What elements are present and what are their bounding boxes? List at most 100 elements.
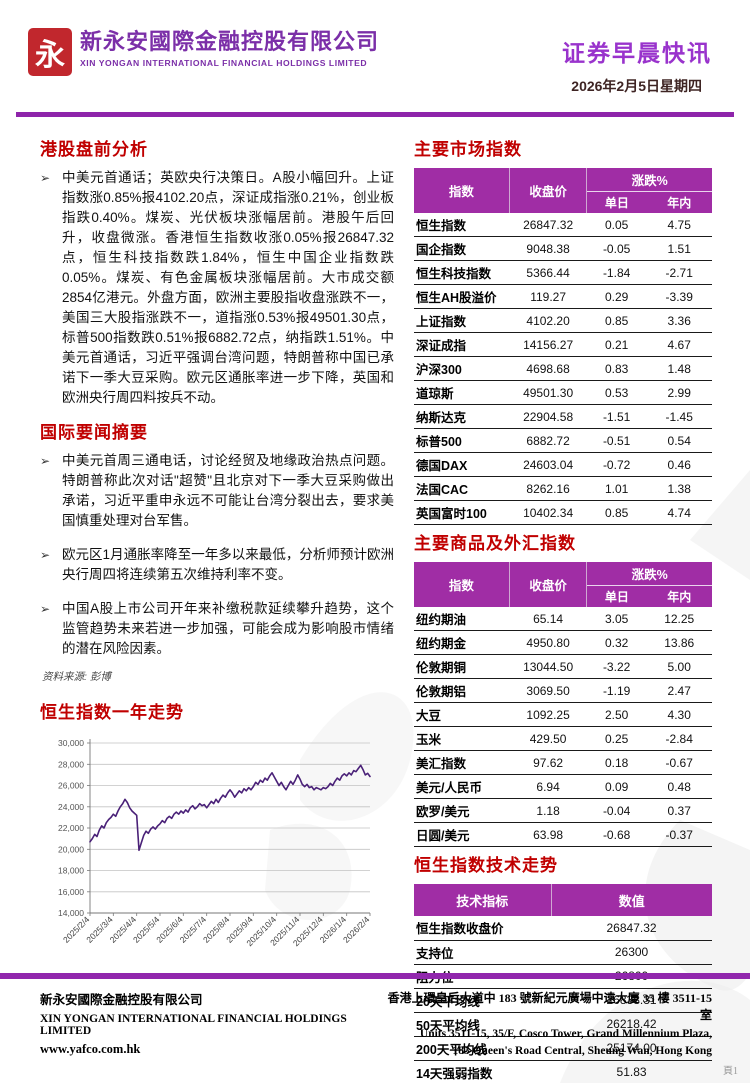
table-row: 美元/人民币 6.94 0.09 0.48 (414, 774, 712, 799)
row-value: -0.51 (586, 428, 647, 453)
table-body: 纽约期油 65.14 3.05 12.25 纽约期金 4950.80 0.32 13.86 伦敦… (414, 607, 712, 847)
row-label: 纳斯达克 (414, 404, 510, 429)
row-value: 22904.58 (509, 404, 587, 429)
col-header-day: 单日 (586, 585, 647, 607)
bullet-text: 欧元区1月通胀率降至一年多以来最低，分析师预计欧洲央行周四将连续第五次维持利率不… (62, 547, 394, 582)
row-value: 8262.16 (509, 476, 587, 501)
row-label: 美汇指数 (414, 750, 510, 775)
row-value: 5366.44 (509, 260, 587, 285)
row-value: 6882.72 (509, 428, 587, 453)
hsi-one-year-chart: 14,000 16,000 18,000 20,000 22,000 24,000 26,0… (40, 731, 394, 974)
row-label: 恒生科技指数 (414, 260, 510, 285)
row-label: 玉米 (414, 726, 510, 751)
row-value: -0.04 (586, 798, 647, 823)
section-heading-premarket: 港股盘前分析 (40, 140, 148, 159)
table-row: 支持位 26300 (414, 940, 712, 965)
row-value: 2.47 (646, 678, 712, 703)
newsletter-date: 2026年2月5日星期四 (571, 78, 702, 94)
row-label: 伦敦期铝 (414, 678, 510, 703)
row-value: 0.29 (586, 284, 647, 309)
row-value: -2.84 (646, 726, 712, 751)
right-column: 主要市场指数 指数 收盘价 涨跌% 单日 年内 恒生指数 26847.32 0.05… (414, 135, 712, 1083)
table-row: 恒生科技指数 5366.44 -1.84 -2.71 (414, 260, 712, 285)
row-value: 1092.25 (509, 702, 587, 727)
row-value: 26847.32 (551, 916, 712, 941)
table-row: 纳斯达克 22904.58 -1.51 -1.45 (414, 404, 712, 429)
row-label: 200天平均线 (414, 1036, 552, 1061)
row-value: 0.37 (646, 798, 712, 823)
bullet-text: 中美元首周三通电话，讨论经贸及地缘政治热点问题。特朗普称此次对话"超赞"且北京对… (62, 453, 394, 528)
row-label: 恒生AH股溢价 (414, 284, 510, 309)
row-value: 1.18 (509, 798, 587, 823)
table-row: 英国富时100 10402.34 0.85 4.74 (414, 500, 712, 525)
row-value: -0.67 (646, 750, 712, 775)
table-row: 深证成指 14156.27 0.21 4.67 (414, 332, 712, 357)
row-value: 14156.27 (509, 332, 587, 357)
section-heading-commodity-fx: 主要商品及外汇指数 (414, 534, 576, 553)
bullet-arrow-icon: ➢ (40, 548, 51, 562)
newsletter-title: 证券早晨快讯 (562, 40, 712, 66)
website-link[interactable]: www.yafco.com.hk (40, 1042, 141, 1056)
row-value: 6.94 (509, 774, 587, 799)
list-item: ➢ 中国A股上市公司开年来补缴税款延续攀升趋势，这个监管趋势未来若进一步加强，可… (40, 599, 394, 659)
row-label: 恒生指数 (414, 213, 510, 237)
row-value: 97.62 (509, 750, 587, 775)
row-value: 63.98 (509, 822, 587, 847)
row-value: -0.37 (646, 822, 712, 847)
bullet-arrow-icon: ➢ (40, 454, 51, 468)
col-header-indicator: 技术指标 (414, 884, 552, 916)
row-label: 美元/人民币 (414, 774, 510, 799)
table-row: 法国CAC 8262.16 1.01 1.38 (414, 476, 712, 501)
footer-divider (0, 973, 750, 979)
premarket-bullet-list: ➢ 中美元首通话；英欧央行决策日。A股小幅回升。上证指数涨0.85%报4102.… (40, 168, 394, 408)
brand-block: 永 新永安國際金融控股有限公司 XIN YONGAN INTERNATIONAL… (28, 28, 379, 76)
row-value: -1.51 (586, 404, 647, 429)
row-label: 欧罗/美元 (414, 798, 510, 823)
row-label: 标普500 (414, 428, 510, 453)
svg-text:28,000: 28,000 (58, 759, 84, 769)
table-row: 纽约期金 4950.80 0.32 13.86 (414, 630, 712, 655)
header-divider (16, 112, 734, 117)
row-value: -0.68 (586, 822, 647, 847)
bullet-arrow-icon: ➢ (40, 602, 51, 616)
col-header-day: 单日 (586, 191, 647, 213)
row-label: 14天强弱指数 (414, 1060, 552, 1083)
header: 永 新永安國際金融控股有限公司 XIN YONGAN INTERNATIONAL… (0, 0, 750, 96)
row-value: 4.75 (646, 213, 712, 237)
row-value: 10402.34 (509, 500, 587, 525)
row-value: -2.71 (646, 260, 712, 285)
row-value: 3069.50 (509, 678, 587, 703)
footer-company-block: 新永安國際金融控股有限公司 XIN YONGAN INTERNATIONAL F… (40, 989, 386, 1058)
table-row: 国企指数 9048.38 -0.05 1.51 (414, 236, 712, 261)
svg-text:30,000: 30,000 (58, 738, 84, 748)
row-label: 上证指数 (414, 308, 510, 333)
market-indices-table: 指数 收盘价 涨跌% 单日 年内 恒生指数 26847.32 0.05 4.75 国企指… (414, 168, 712, 525)
row-value: 26847.32 (509, 213, 587, 237)
row-value: 24603.04 (509, 452, 587, 477)
col-header-change: 涨跌% (586, 562, 712, 586)
col-header-close: 收盘价 (509, 562, 588, 607)
row-value: -3.39 (646, 284, 712, 309)
row-value: 13.86 (646, 630, 712, 655)
row-value: -1.84 (586, 260, 647, 285)
row-value: 13044.50 (509, 654, 587, 679)
row-value: 119.27 (509, 284, 587, 309)
row-value: 0.85 (586, 500, 647, 525)
row-label: 大豆 (414, 702, 510, 727)
row-value: 9048.38 (509, 236, 587, 261)
row-value: 1.48 (646, 356, 712, 381)
row-value: -3.22 (586, 654, 647, 679)
table-row: 伦敦期铜 13044.50 -3.22 5.00 (414, 654, 712, 679)
left-column: 港股盘前分析 ➢ 中美元首通话；英欧央行决策日。A股小幅回升。上证指数涨0.85… (40, 135, 394, 1083)
footer-company-cn: 新永安國際金融控股有限公司 (40, 993, 203, 1007)
row-value: 0.05 (586, 213, 647, 237)
row-value: 0.48 (646, 774, 712, 799)
row-label: 伦敦期铜 (414, 654, 510, 679)
list-item: ➢ 中美元首周三通电话，讨论经贸及地缘政治热点问题。特朗普称此次对话"超赞"且北… (40, 451, 394, 531)
row-label: 深证成指 (414, 332, 510, 357)
footer-address-block: 香港上環皇后大道中 183 號新紀元廣場中遠大廈 35 樓 3511-15 室 … (386, 989, 712, 1058)
bullet-text: 中美元首通话；英欧央行决策日。A股小幅回升。上证指数涨0.85%报4102.20… (62, 170, 394, 405)
row-value: 4950.80 (509, 630, 587, 655)
table-row: 伦敦期铝 3069.50 -1.19 2.47 (414, 678, 712, 703)
svg-text:20,000: 20,000 (58, 844, 84, 854)
